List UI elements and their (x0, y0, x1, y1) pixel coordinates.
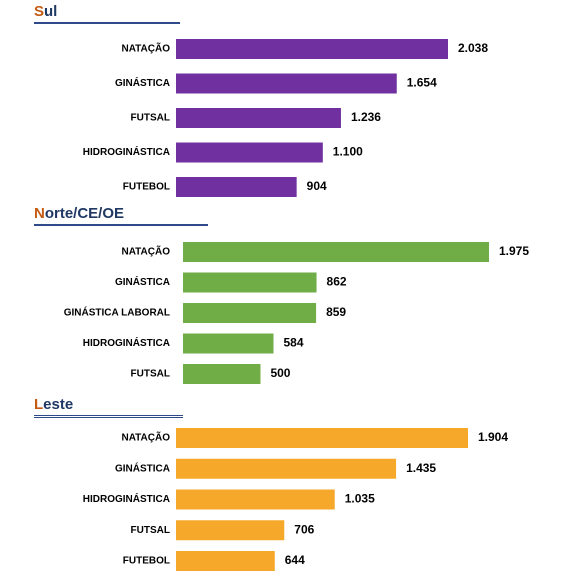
bar (176, 520, 285, 541)
bar (183, 242, 489, 262)
category-label: GINÁSTICA (115, 461, 170, 474)
value-label: 1.435 (406, 461, 436, 475)
category-label: GINÁSTICA (115, 76, 170, 89)
value-label: 1.904 (478, 430, 508, 444)
value-label: 1.035 (345, 492, 375, 506)
value-label: 904 (307, 179, 327, 193)
value-label: 1.236 (351, 110, 381, 124)
value-label: 1.654 (407, 76, 437, 90)
bar (176, 551, 275, 571)
category-label: NATAÇÃO (121, 42, 170, 55)
bar (183, 364, 261, 384)
value-label: 859 (326, 305, 346, 319)
category-label: HIDROGINÁSTICA (83, 492, 170, 505)
category-label: NATAÇÃO (121, 245, 170, 258)
value-label: 500 (270, 366, 290, 380)
section-title: Sul (34, 3, 180, 24)
section-title: Leste (34, 396, 183, 418)
category-label: FUTEBOL (123, 182, 170, 193)
value-label: 706 (294, 522, 314, 536)
category-label: HIDROGINÁSTICA (83, 145, 170, 158)
category-label: HIDROGINÁSTICA (83, 336, 170, 349)
category-label: FUTSAL (131, 525, 170, 536)
bar (183, 333, 274, 354)
bar (183, 272, 317, 293)
bar (176, 489, 335, 510)
value-label: 1.975 (499, 244, 529, 258)
category-label: GINÁSTICA (115, 275, 170, 288)
bar (176, 458, 397, 479)
category-label: FUTSAL (131, 113, 170, 124)
bar (176, 142, 323, 163)
bar (176, 108, 341, 128)
category-label: FUTSAL (131, 369, 170, 380)
bar (176, 428, 468, 448)
category-label: NATAÇÃO (121, 431, 170, 444)
value-label: 584 (283, 336, 303, 350)
value-label: 644 (285, 553, 305, 567)
section-title: Norte/CE/OE (34, 205, 208, 226)
bar (176, 177, 297, 197)
bar (183, 303, 317, 323)
value-label: 1.100 (333, 145, 363, 159)
category-label: FUTEBOL (123, 556, 170, 567)
value-label: 2.038 (458, 41, 488, 55)
bar (176, 73, 397, 94)
category-label: GINÁSTICA LABORAL (64, 306, 170, 319)
value-label: 862 (327, 275, 347, 289)
bar (176, 39, 448, 59)
